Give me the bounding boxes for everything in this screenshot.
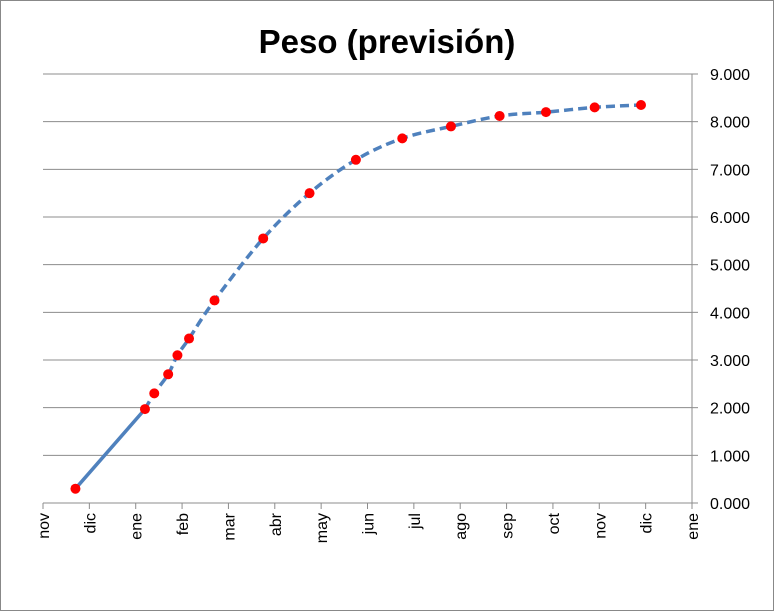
data-point	[636, 99, 647, 110]
x-tick-label: ene	[685, 513, 702, 540]
data-point	[397, 133, 408, 144]
y-tick-label: 1.000	[710, 448, 750, 465]
data-point	[589, 102, 600, 113]
x-tick-label: jun	[361, 513, 378, 535]
x-tick-label: jul	[407, 513, 424, 530]
data-point	[184, 333, 195, 344]
x-tick-label: abr	[268, 512, 285, 536]
axes	[42, 73, 698, 509]
series-markers	[70, 99, 647, 494]
data-point	[494, 110, 505, 121]
y-tick-label: 8.000	[710, 115, 750, 132]
data-point	[209, 295, 220, 306]
x-tick-label: ene	[129, 513, 146, 540]
data-point	[149, 388, 160, 399]
data-point	[163, 369, 174, 380]
data-point	[172, 350, 183, 361]
data-point	[445, 121, 456, 132]
data-point	[70, 483, 81, 494]
data-point	[350, 154, 361, 165]
y-tick-label: 2.000	[710, 401, 750, 418]
x-tick-label: may	[314, 513, 331, 543]
data-point	[258, 233, 269, 244]
x-tick-label: dic	[639, 513, 656, 533]
data-point	[540, 107, 551, 118]
y-axis-tick-labels: 0.000 1.000 2.000 3.000 4.000 5.000 6.000 7.000…	[710, 67, 750, 513]
y-tick-label: 9.000	[710, 67, 750, 84]
series-line-solid	[73, 407, 147, 491]
x-tick-label: nov	[36, 513, 53, 539]
data-point	[139, 404, 150, 415]
y-tick-label: 4.000	[710, 305, 750, 322]
y-tick-label: 6.000	[710, 210, 750, 227]
x-tick-label: ago	[453, 513, 470, 540]
gridlines	[43, 73, 692, 456]
y-tick-label: 3.000	[710, 353, 750, 370]
y-tick-label: 5.000	[710, 258, 750, 275]
y-tick-label: 7.000	[710, 162, 750, 179]
x-tick-label: nov	[592, 513, 609, 539]
x-axis-tick-labels: nov dic ene feb mar abr may jun jul ago sep oct nov d…	[36, 512, 702, 543]
data-point	[304, 188, 315, 199]
x-tick-label: oct	[546, 512, 563, 534]
x-tick-label: feb	[175, 513, 192, 535]
x-tick-label: mar	[221, 512, 238, 540]
series-line-forecast	[143, 103, 642, 410]
x-tick-label: dic	[82, 513, 99, 533]
chart-title: Peso (previsión)	[259, 23, 516, 60]
x-tick-label: sep	[500, 513, 517, 539]
y-tick-label: 0.000	[710, 496, 750, 513]
